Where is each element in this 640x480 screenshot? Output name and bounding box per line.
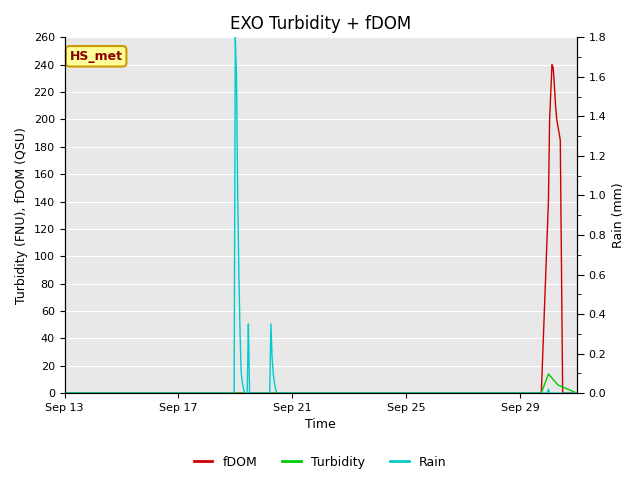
Text: HS_met: HS_met [70,50,123,63]
Title: EXO Turbidity + fDOM: EXO Turbidity + fDOM [230,15,412,33]
Legend: fDOM, Turbidity, Rain: fDOM, Turbidity, Rain [189,451,451,474]
Y-axis label: Rain (mm): Rain (mm) [612,182,625,248]
Y-axis label: Turbidity (FNU), fDOM (QSU): Turbidity (FNU), fDOM (QSU) [15,127,28,304]
X-axis label: Time: Time [305,419,336,432]
